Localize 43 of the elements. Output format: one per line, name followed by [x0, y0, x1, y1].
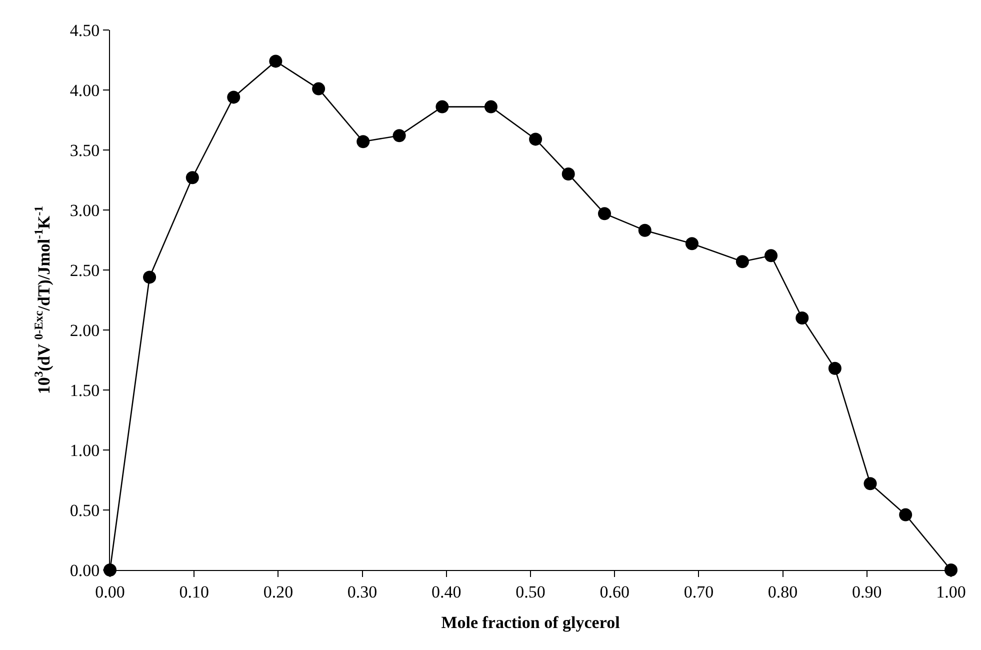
point: [736, 255, 749, 268]
x-tick-label: 0.80: [768, 582, 798, 602]
x-tick-label: 0.90: [852, 582, 882, 602]
point: [356, 135, 370, 148]
point: [764, 249, 778, 262]
point: [796, 312, 809, 324]
x-tick-label: 0.10: [179, 582, 209, 602]
point: [899, 508, 912, 522]
y-tick-label: 1.00: [70, 440, 100, 460]
y-tick-label: 4.50: [70, 20, 100, 40]
point: [484, 100, 498, 114]
point: [944, 564, 958, 576]
point: [638, 224, 652, 237]
x-tick-label: 1.00: [936, 582, 966, 602]
point: [312, 82, 326, 96]
x-tick-label: 0.40: [432, 582, 462, 602]
y-tick-label: 3.00: [70, 200, 100, 220]
y-tick-label: 2.00: [70, 320, 100, 340]
point: [269, 54, 282, 68]
point: [227, 90, 240, 104]
point: [828, 362, 842, 375]
y-tick-label: 1.50: [70, 380, 100, 400]
point: [562, 168, 575, 180]
point: [392, 129, 406, 142]
point: [143, 270, 156, 284]
point: [529, 132, 542, 146]
x-axis-title: Mole fraction of glycerol: [441, 612, 620, 632]
x-tick-label: 0.30: [347, 582, 378, 602]
x-tick-label: 0.00: [95, 582, 125, 602]
y-tick-label: 0.50: [70, 500, 100, 520]
point: [864, 477, 877, 490]
y-tick-label: 4.00: [70, 80, 100, 100]
x-tick-label: 0.50: [516, 582, 546, 602]
point: [685, 237, 698, 250]
x-tick-label: 0.60: [600, 582, 630, 602]
point: [436, 100, 449, 114]
y-tick-label: 3.50: [70, 140, 100, 160]
x-tick-label: 0.70: [684, 582, 714, 602]
point: [186, 171, 199, 184]
y-tick-label: 2.50: [70, 260, 100, 280]
point: [598, 207, 612, 220]
y-tick-label: 0.00: [70, 560, 100, 580]
x-tick-label: 0.20: [263, 582, 294, 602]
